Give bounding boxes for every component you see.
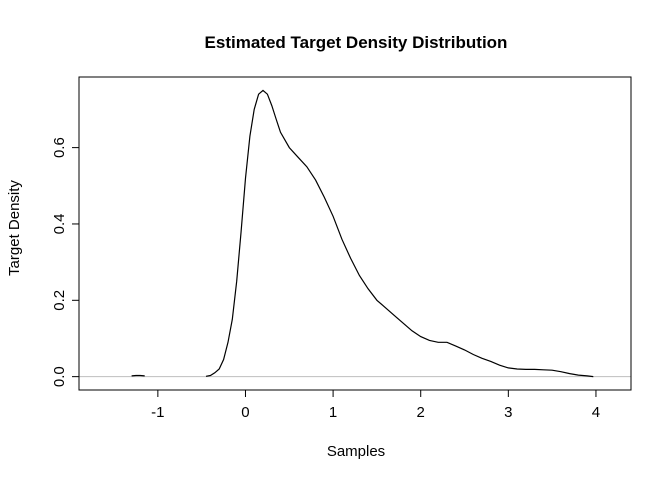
plot-frame	[78, 76, 632, 391]
x-tick-label: -1	[151, 404, 164, 421]
x-tick-label: 4	[592, 404, 600, 421]
x-tick-label: 3	[504, 404, 512, 421]
x-tick-label: 1	[329, 404, 337, 421]
y-axis: 0.0 0.2 0.4 0.6	[51, 137, 80, 387]
y-tick-label: 0.6	[51, 137, 68, 158]
x-tick-label: 0	[241, 404, 249, 421]
x-tick-label: 2	[417, 404, 425, 421]
density-line	[131, 89, 594, 378]
y-tick-label: 0.2	[51, 290, 68, 311]
x-axis-label: Samples	[327, 443, 385, 460]
x-axis: -1 0 1 2 3 4	[151, 389, 600, 421]
chart-title: Estimated Target Density Distribution	[205, 33, 508, 52]
y-tick-label: 0.0	[51, 366, 68, 387]
y-tick-label: 0.4	[51, 214, 68, 235]
y-axis-label: Target Density	[6, 180, 23, 276]
